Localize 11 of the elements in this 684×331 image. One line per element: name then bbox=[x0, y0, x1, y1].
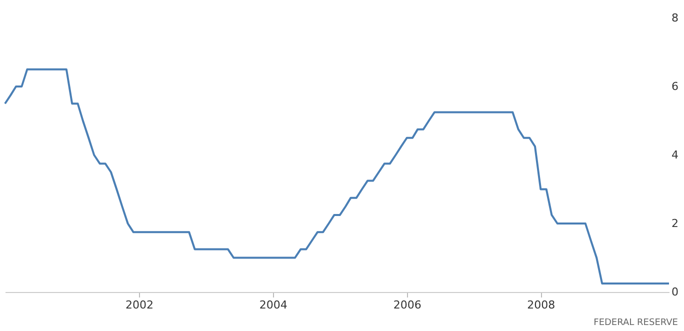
line-series bbox=[4, 68, 670, 284]
x-tick-label: 2004 bbox=[259, 298, 288, 312]
y-tick-label: 8 bbox=[672, 12, 678, 24]
y-tick-label: 4 bbox=[672, 148, 678, 162]
x-tick-label: 2002 bbox=[126, 298, 154, 312]
y-tick-label: 0 bbox=[672, 286, 678, 298]
y-tick-label: 2 bbox=[672, 217, 678, 230]
y-tick-label: 6 bbox=[672, 80, 678, 93]
text: FEDERAL RESERVE bbox=[594, 318, 678, 328]
x-tick-label: 2006 bbox=[393, 298, 422, 312]
x-tick-label: 2008 bbox=[527, 298, 556, 312]
